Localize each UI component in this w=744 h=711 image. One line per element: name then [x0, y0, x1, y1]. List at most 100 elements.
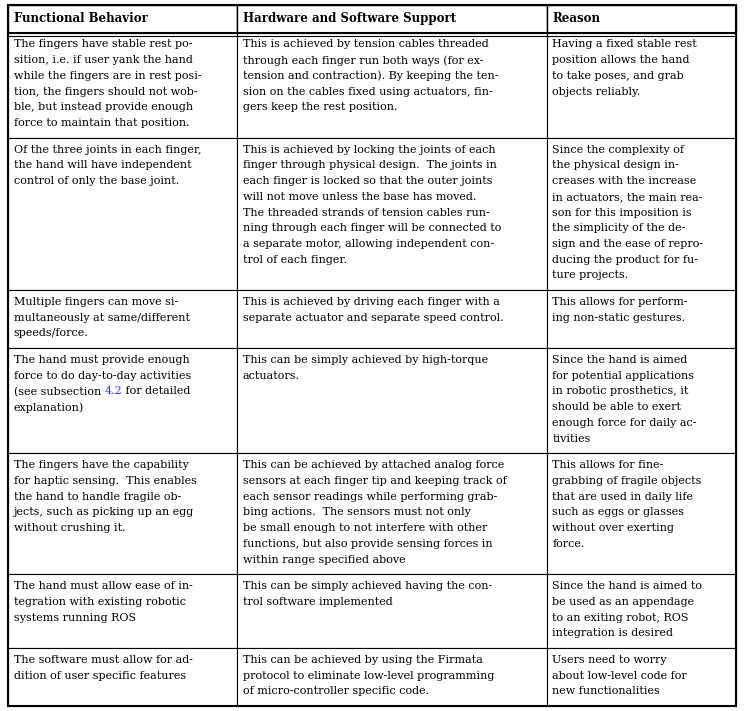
Bar	[237, 138, 547, 290]
Bar	[547, 454, 736, 574]
Bar	[237, 5, 547, 33]
Text: gers keep the rest position.: gers keep the rest position.	[243, 102, 397, 112]
Text: Since the complexity of: Since the complexity of	[552, 144, 684, 154]
Bar	[8, 454, 237, 574]
Text: jects, such as picking up an egg: jects, such as picking up an egg	[13, 508, 193, 518]
Text: to an exiting robot, ROS: to an exiting robot, ROS	[552, 613, 689, 623]
Text: for haptic sensing.  This enables: for haptic sensing. This enables	[13, 476, 196, 486]
Text: This is achieved by driving each finger with a: This is achieved by driving each finger …	[243, 297, 500, 307]
Text: Of the three joints in each finger,: Of the three joints in each finger,	[13, 144, 201, 154]
Text: in actuators, the main rea-: in actuators, the main rea-	[552, 192, 703, 202]
Text: Reason: Reason	[552, 12, 600, 25]
Bar	[547, 290, 736, 348]
Text: through each finger run both ways (for ex-: through each finger run both ways (for e…	[243, 55, 484, 65]
Text: tion, the fingers should not wob-: tion, the fingers should not wob-	[13, 87, 197, 97]
Text: Since the hand is aimed to: Since the hand is aimed to	[552, 581, 702, 591]
Text: for detailed: for detailed	[122, 387, 190, 397]
Text: sensors at each finger tip and keeping track of: sensors at each finger tip and keeping t…	[243, 476, 507, 486]
Text: will not move unless the base has moved.: will not move unless the base has moved.	[243, 192, 476, 202]
Text: This allows for perform-: This allows for perform-	[552, 297, 688, 307]
Text: The threaded strands of tension cables run-: The threaded strands of tension cables r…	[243, 208, 490, 218]
Text: sion on the cables fixed using actuators, fin-: sion on the cables fixed using actuators…	[243, 87, 493, 97]
Text: This can be simply achieved by high-torque: This can be simply achieved by high-torq…	[243, 355, 488, 365]
Text: speeds/force.: speeds/force.	[13, 328, 89, 338]
Text: without over exerting: without over exerting	[552, 523, 674, 533]
Text: within range specified above: within range specified above	[243, 555, 405, 565]
Text: the hand will have independent: the hand will have independent	[13, 160, 191, 171]
Text: functions, but also provide sensing forces in: functions, but also provide sensing forc…	[243, 539, 493, 549]
Text: for potential applications: for potential applications	[552, 370, 694, 380]
Bar	[547, 33, 736, 138]
Bar	[8, 648, 237, 706]
Text: tegration with existing robotic: tegration with existing robotic	[13, 597, 185, 607]
Text: Hardware and Software Support: Hardware and Software Support	[243, 12, 456, 25]
Text: creases with the increase: creases with the increase	[552, 176, 696, 186]
Text: a separate motor, allowing independent con-: a separate motor, allowing independent c…	[243, 239, 494, 249]
Text: enough force for daily ac-: enough force for daily ac-	[552, 418, 696, 428]
Text: position allows the hand: position allows the hand	[552, 55, 690, 65]
Text: control of only the base joint.: control of only the base joint.	[13, 176, 179, 186]
Bar	[237, 454, 547, 574]
Text: systems running ROS: systems running ROS	[13, 613, 135, 623]
Text: trol software implemented: trol software implemented	[243, 597, 393, 607]
Text: each finger is locked so that the outer joints: each finger is locked so that the outer …	[243, 176, 493, 186]
Bar	[547, 138, 736, 290]
Text: that are used in daily life: that are used in daily life	[552, 491, 693, 502]
Text: force.: force.	[552, 539, 585, 549]
Bar	[8, 138, 237, 290]
Text: This is achieved by locking the joints of each: This is achieved by locking the joints o…	[243, 144, 496, 154]
Text: the physical design in-: the physical design in-	[552, 160, 679, 171]
Text: ture projects.: ture projects.	[552, 270, 629, 280]
Text: Since the hand is aimed: Since the hand is aimed	[552, 355, 687, 365]
Bar	[8, 574, 237, 648]
Text: objects reliably.: objects reliably.	[552, 87, 641, 97]
Text: protocol to eliminate low-level programming: protocol to eliminate low-level programm…	[243, 670, 494, 680]
Text: tension and contraction). By keeping the ten-: tension and contraction). By keeping the…	[243, 71, 498, 81]
Bar	[237, 648, 547, 706]
Text: in robotic prosthetics, it: in robotic prosthetics, it	[552, 387, 689, 397]
Bar	[547, 5, 736, 33]
Text: such as eggs or glasses: such as eggs or glasses	[552, 508, 684, 518]
Text: The fingers have stable rest po-: The fingers have stable rest po-	[13, 39, 192, 49]
Text: Users need to worry: Users need to worry	[552, 655, 667, 665]
Text: tivities: tivities	[552, 434, 591, 444]
Text: of micro-controller specific code.: of micro-controller specific code.	[243, 686, 429, 696]
Bar	[547, 648, 736, 706]
Text: This can be achieved by attached analog force: This can be achieved by attached analog …	[243, 460, 504, 470]
Text: force to maintain that position.: force to maintain that position.	[13, 118, 189, 128]
Text: about low-level code for: about low-level code for	[552, 670, 687, 680]
Text: finger through physical design.  The joints in: finger through physical design. The join…	[243, 160, 497, 171]
Bar	[237, 574, 547, 648]
Text: trol of each finger.: trol of each finger.	[243, 255, 347, 264]
Text: sign and the ease of repro-: sign and the ease of repro-	[552, 239, 703, 249]
Text: the simplicity of the de-: the simplicity of the de-	[552, 223, 685, 233]
Text: dition of user specific features: dition of user specific features	[13, 670, 185, 680]
Text: ducing the product for fu-: ducing the product for fu-	[552, 255, 698, 264]
Text: the hand to handle fragile ob-: the hand to handle fragile ob-	[13, 491, 181, 502]
Bar	[8, 290, 237, 348]
Text: grabbing of fragile objects: grabbing of fragile objects	[552, 476, 702, 486]
Text: son for this imposition is: son for this imposition is	[552, 208, 692, 218]
Bar	[237, 290, 547, 348]
Bar	[237, 33, 547, 138]
Text: explanation): explanation)	[13, 402, 84, 413]
Text: The fingers have the capability: The fingers have the capability	[13, 460, 188, 470]
Text: This is achieved by tension cables threaded: This is achieved by tension cables threa…	[243, 39, 489, 49]
Text: without crushing it.: without crushing it.	[13, 523, 125, 533]
Bar	[8, 33, 237, 138]
Text: bing actions.  The sensors must not only: bing actions. The sensors must not only	[243, 508, 471, 518]
Bar	[8, 5, 237, 33]
Text: force to do day-to-day activities: force to do day-to-day activities	[13, 370, 190, 380]
Text: The hand must provide enough: The hand must provide enough	[13, 355, 189, 365]
Bar	[547, 348, 736, 454]
Bar	[8, 348, 237, 454]
Text: actuators.: actuators.	[243, 370, 300, 380]
Text: This allows for fine-: This allows for fine-	[552, 460, 664, 470]
Bar	[547, 574, 736, 648]
Text: ing non-static gestures.: ing non-static gestures.	[552, 313, 685, 323]
Text: while the fingers are in rest posi-: while the fingers are in rest posi-	[13, 71, 201, 81]
Text: This can be achieved by using the Firmata: This can be achieved by using the Firmat…	[243, 655, 483, 665]
Text: multaneously at same/different: multaneously at same/different	[13, 313, 190, 323]
Text: The hand must allow ease of in-: The hand must allow ease of in-	[13, 581, 193, 591]
Text: (see subsection: (see subsection	[13, 387, 104, 397]
